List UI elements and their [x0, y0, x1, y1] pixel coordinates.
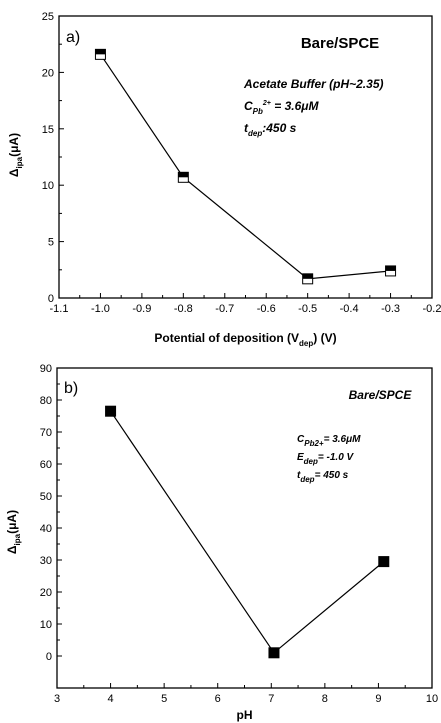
x-tick-label: -0.3	[381, 303, 400, 315]
x-tick-label: -0.9	[132, 303, 151, 315]
marker-fill-top	[385, 265, 396, 271]
x-tick-label: -0.2	[423, 303, 441, 315]
annotation-conc: CPb2+ = 3.6μM	[244, 99, 319, 116]
annotation-tdep-sub: dep	[300, 475, 314, 484]
panel-label: b)	[64, 380, 78, 397]
annotation-edep: Edep= -1.0 V	[297, 452, 355, 466]
data-point	[385, 265, 397, 277]
x-tick-label: -0.4	[340, 303, 359, 315]
y-axis-title-tail: (μA)	[7, 133, 21, 157]
x-tick-label: 5	[161, 693, 167, 705]
annotation-tdep-sub: dep	[248, 129, 262, 138]
data-point	[94, 48, 106, 60]
annotation-conc-sup: 2+	[262, 100, 271, 107]
y-tick-label: 60	[40, 459, 52, 471]
chart-title: Bare/SPCE	[349, 388, 413, 402]
annotation-conc-tail: = 3.6μM	[324, 434, 362, 445]
x-axis-title-tail: ) (V)	[313, 331, 336, 345]
annotation-edep-main: E	[297, 452, 304, 463]
x-tick-label: -0.5	[298, 303, 317, 315]
y-tick-label: 0	[46, 651, 52, 663]
x-axis-title-main: pH	[237, 708, 253, 722]
marker-filled	[268, 647, 280, 659]
y-tick-label: 10	[42, 180, 54, 192]
y-axis-title-group: Δipa(μA)	[7, 133, 24, 177]
y-tick-label: 20	[42, 67, 54, 79]
x-tick-label: 3	[54, 693, 60, 705]
y-axis-title-group: Δipa(μA)	[5, 510, 22, 554]
annotation-tdep-tail: = 450 s	[315, 470, 349, 481]
y-tick-label: 40	[40, 523, 52, 535]
y-axis-title-main: Δ	[5, 545, 19, 554]
x-tick-label: -0.6	[257, 303, 276, 315]
x-tick-label: 6	[215, 693, 221, 705]
x-tick-label: 7	[268, 693, 274, 705]
y-tick-label: 70	[40, 427, 52, 439]
x-axis-title: pH	[237, 708, 253, 722]
x-axis-title-main: Potential of deposition (V	[154, 331, 299, 345]
annotation-tdep: tdep= 450 s	[297, 470, 349, 484]
panel-label: a)	[66, 29, 80, 46]
annotation-edep-sub: dep	[304, 457, 318, 466]
y-axis-title: Δipa(μA)	[5, 510, 22, 554]
y-tick-label: 50	[40, 491, 52, 503]
y-axis-title: Δipa(μA)	[7, 133, 24, 177]
chart-title: Bare/SPCE	[301, 35, 379, 52]
chart-panel-2: 3 4 5 6 7 8 9 10 0 10 20 30 40 50 60 70 80 90 pH Δipa(μA) b)…	[5, 363, 438, 722]
x-tick-label: -0.7	[215, 303, 234, 315]
x-tick-label: 8	[322, 693, 328, 705]
annotation-conc-main: C	[297, 434, 305, 445]
marker-fill-top	[302, 273, 313, 279]
x-tick-label: -1.0	[91, 303, 110, 315]
x-tick-label: -1.1	[50, 303, 69, 315]
annotation-tdep: tdep:450 s	[244, 121, 297, 138]
marker-fill-top	[178, 172, 189, 178]
marker-fill-top	[95, 49, 106, 55]
y-tick-label: 0	[48, 293, 54, 305]
data-point	[105, 405, 117, 417]
marker-filled	[105, 405, 117, 417]
annotation-tdep-main: t	[244, 121, 249, 135]
annotation-tdep-main: t	[297, 470, 301, 481]
y-axis-title-sub: ipa	[13, 533, 22, 545]
data-point	[268, 647, 280, 659]
data-point	[177, 171, 189, 183]
y-tick-label: 30	[40, 555, 52, 567]
y-tick-label: 20	[40, 587, 52, 599]
annotation-conc-sub: Pb2+	[304, 439, 324, 448]
annotation-conc-sub: Pb	[253, 107, 263, 116]
y-tick-label: 5	[48, 237, 54, 249]
y-axis-title-main: Δ	[7, 168, 21, 177]
x-tick-label: 10	[426, 693, 438, 705]
plot-frame	[58, 15, 433, 299]
y-tick-label: 15	[42, 124, 54, 136]
y-axis-title-tail: (μA)	[5, 510, 19, 534]
data-point	[302, 273, 314, 285]
x-tick-label: -0.8	[174, 303, 193, 315]
x-tick-label: 4	[108, 693, 114, 705]
y-tick-label: 80	[40, 395, 52, 407]
annotation-tdep-tail: :450 s	[262, 121, 296, 135]
series-line	[99, 54, 391, 280]
y-tick-label: 10	[40, 619, 52, 631]
y-tick-label: 90	[40, 363, 52, 375]
x-axis-title-sub: dep	[299, 339, 313, 348]
annotation-buffer: Acetate Buffer (pH~2.35)	[243, 77, 384, 91]
x-axis-title: Potential of deposition (Vdep) (V)	[154, 331, 336, 348]
data-point	[378, 556, 390, 568]
y-tick-label: 25	[42, 11, 54, 23]
y-axis-title-sub: ipa	[15, 156, 24, 168]
chart-panel-1: -1.1 -1.0 -0.9 -0.8 -0.7 -0.6 -0.5 -0.4 -0.3 -0.2…	[7, 11, 441, 348]
annotation-conc-main: C	[244, 99, 253, 113]
annotation-conc-tail: = 3.6μM	[271, 99, 320, 113]
x-tick-label: 9	[375, 693, 381, 705]
annotation-conc: CPb2+= 3.6μM	[297, 434, 361, 448]
marker-filled	[378, 556, 390, 568]
series-line	[110, 410, 385, 654]
annotation-edep-tail: = -1.0 V	[318, 452, 355, 463]
